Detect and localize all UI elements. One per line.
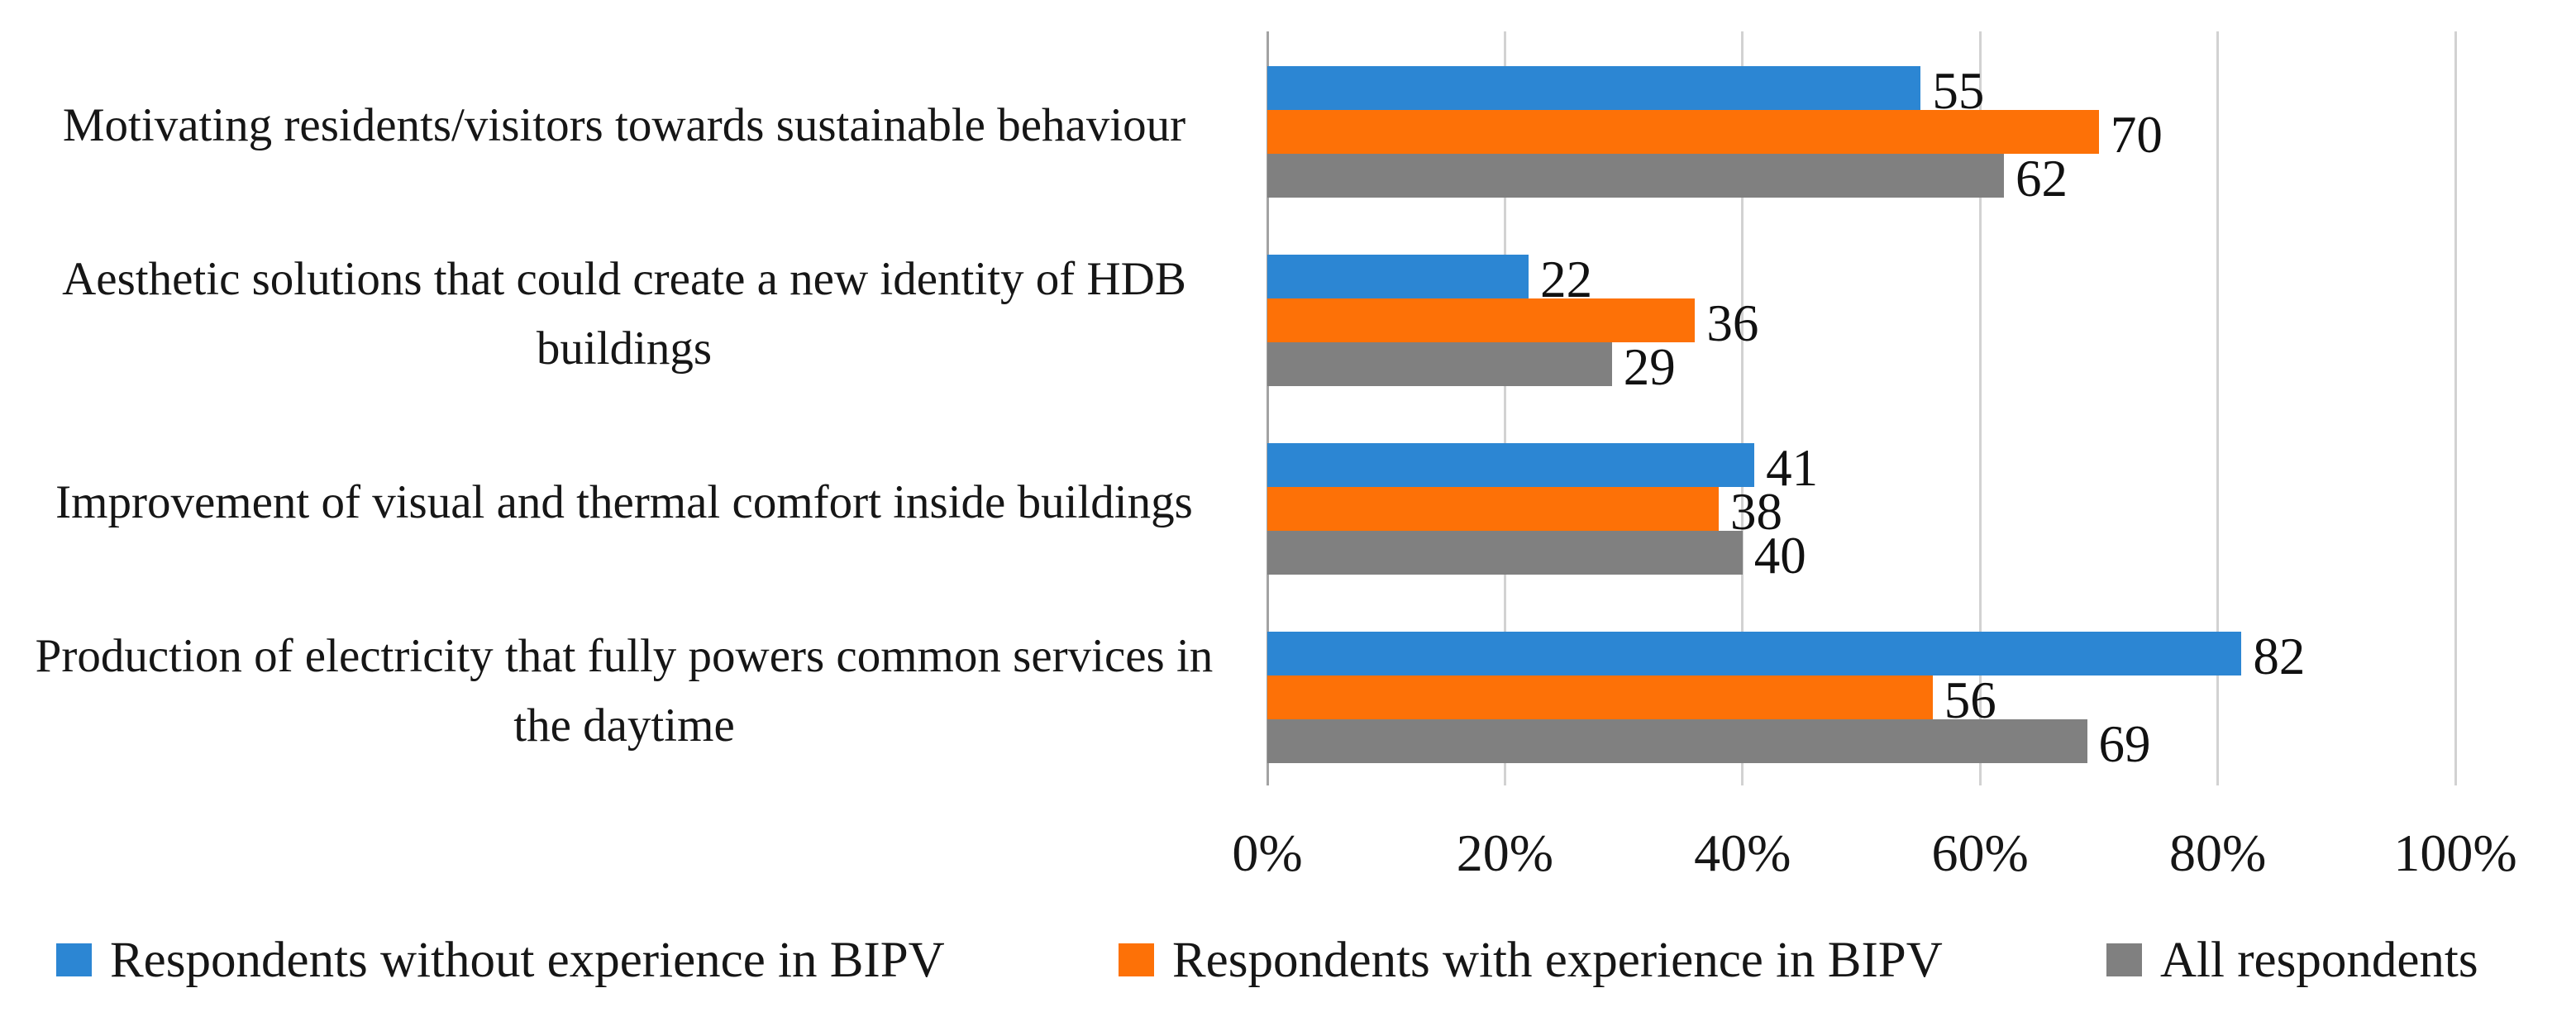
legend-label: All respondents <box>2160 932 2478 988</box>
legend-marker-icon <box>56 943 92 976</box>
bar-value-label: 56 <box>1944 671 1996 729</box>
bar-value-label: 36 <box>1706 294 1759 352</box>
gridline <box>1978 31 1982 785</box>
gridline <box>1741 31 1744 785</box>
bar <box>1267 675 1933 719</box>
legend-label: Respondents without experience in BIPV <box>110 932 945 988</box>
bar-value-label: 82 <box>2253 628 2306 685</box>
gridline <box>1503 31 1506 785</box>
legend-label: Respondents with experience in BIPV <box>1172 932 1943 988</box>
x-tick-label: 80% <box>2168 823 2267 882</box>
x-tick-label: 100% <box>2393 823 2517 882</box>
bar-value-label: 38 <box>1730 483 1783 541</box>
gridline <box>2216 31 2220 785</box>
bar <box>1267 719 2087 763</box>
legend-item: Respondents without experience in BIPV <box>56 933 945 987</box>
bar-value-label: 62 <box>2015 150 2068 208</box>
bar-value-label: 22 <box>1540 251 1593 308</box>
x-tick-label: 60% <box>1931 823 2029 882</box>
bar <box>1267 255 1529 298</box>
category-label: Aesthetic solutions that could create a … <box>62 253 1186 375</box>
x-tick-label: 0% <box>1232 823 1303 882</box>
category-label: Motivating residents/visitors towards su… <box>62 99 1186 151</box>
bar <box>1267 154 2004 198</box>
bar <box>1267 342 1612 386</box>
bar <box>1267 487 1720 531</box>
legend-marker-icon <box>2106 943 2142 976</box>
bar-value-label: 69 <box>2098 715 2151 773</box>
legend-item: Respondents with experience in BIPV <box>1119 933 1943 987</box>
legend-marker-icon <box>1119 943 1154 976</box>
bar-value-label: 40 <box>1753 527 1806 585</box>
bar <box>1267 443 1755 487</box>
y-axis-line <box>1266 31 1269 785</box>
bar <box>1267 110 2099 154</box>
bar-value-label: 55 <box>1932 62 1985 120</box>
x-tick-label: 40% <box>1694 823 1791 882</box>
category-label: Production of electricity that fully pow… <box>35 630 1214 752</box>
bar-value-label: 29 <box>1623 338 1676 396</box>
bar-value-label: 41 <box>1766 439 1819 497</box>
bar-value-label: 70 <box>2110 106 2163 164</box>
bar <box>1267 531 1743 575</box>
bar <box>1267 298 1696 342</box>
bar <box>1267 66 1921 110</box>
legend-item: All respondents <box>2106 933 2478 987</box>
bar <box>1267 632 2242 675</box>
x-tick-label: 20% <box>1456 823 1554 882</box>
category-label: Improvement of visual and thermal comfor… <box>55 476 1193 528</box>
gridline <box>2454 31 2457 785</box>
